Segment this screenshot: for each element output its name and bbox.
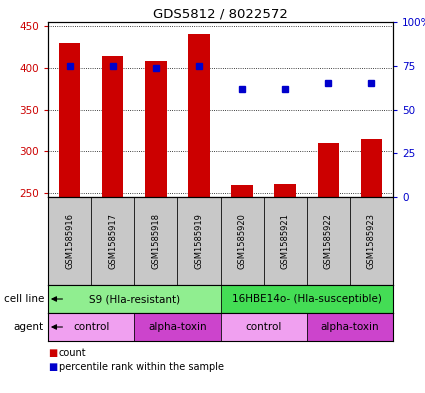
Bar xyxy=(177,197,221,285)
Text: control: control xyxy=(245,322,282,332)
Text: agent: agent xyxy=(14,322,44,332)
Bar xyxy=(134,197,177,285)
Text: percentile rank within the sample: percentile rank within the sample xyxy=(59,362,224,372)
Bar xyxy=(307,197,350,285)
Text: GSM1585921: GSM1585921 xyxy=(280,213,290,269)
Bar xyxy=(48,197,91,285)
Text: GSM1585916: GSM1585916 xyxy=(65,213,74,269)
Text: GSM1585917: GSM1585917 xyxy=(108,213,117,269)
Text: alpha-toxin: alpha-toxin xyxy=(148,322,207,332)
Bar xyxy=(102,56,124,197)
Bar xyxy=(317,143,339,197)
Bar xyxy=(264,197,307,285)
Text: GSM1585923: GSM1585923 xyxy=(367,213,376,269)
Bar xyxy=(145,61,167,197)
Text: S9 (Hla-resistant): S9 (Hla-resistant) xyxy=(89,294,180,304)
Text: ■: ■ xyxy=(48,348,57,358)
Title: GDS5812 / 8022572: GDS5812 / 8022572 xyxy=(153,8,288,21)
Bar xyxy=(231,184,253,197)
Text: ■: ■ xyxy=(48,362,57,372)
Bar xyxy=(48,285,221,313)
Bar xyxy=(350,197,393,285)
Bar xyxy=(275,184,296,197)
Bar xyxy=(221,313,307,341)
Bar xyxy=(361,139,382,197)
Text: GSM1585918: GSM1585918 xyxy=(151,213,160,269)
Text: 16HBE14o- (Hla-susceptible): 16HBE14o- (Hla-susceptible) xyxy=(232,294,382,304)
Text: control: control xyxy=(73,322,109,332)
Bar xyxy=(307,313,393,341)
Bar xyxy=(134,313,221,341)
Text: GSM1585922: GSM1585922 xyxy=(324,213,333,269)
Bar xyxy=(221,285,393,313)
Text: count: count xyxy=(59,348,86,358)
Text: alpha-toxin: alpha-toxin xyxy=(320,322,379,332)
Bar xyxy=(59,43,80,197)
Bar xyxy=(188,34,210,197)
Bar xyxy=(221,197,264,285)
Text: cell line: cell line xyxy=(4,294,44,304)
Text: GSM1585920: GSM1585920 xyxy=(238,213,246,269)
Bar xyxy=(91,197,134,285)
Text: GSM1585919: GSM1585919 xyxy=(194,213,204,269)
Bar xyxy=(48,313,134,341)
